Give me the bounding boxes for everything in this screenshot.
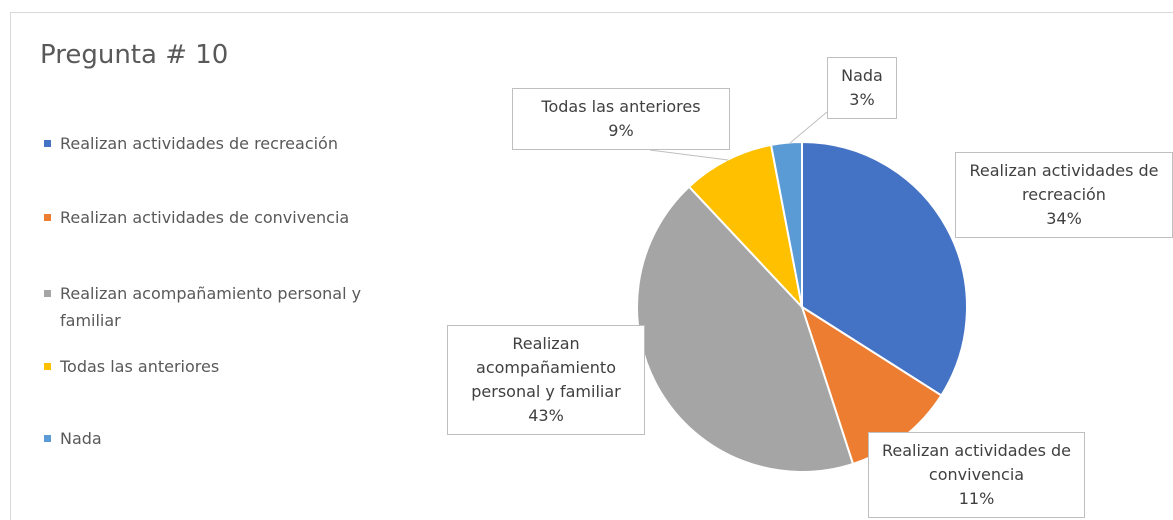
- legend-swatch: [44, 363, 51, 370]
- label-value: 3%: [849, 90, 875, 109]
- legend-item: Todas las anteriores: [44, 353, 414, 380]
- label-value: 34%: [1046, 209, 1082, 228]
- pie-slice: [769, 140, 803, 308]
- legend-item: Realizan actividades de convivencia: [44, 204, 414, 231]
- pie-slice: [636, 185, 855, 473]
- label-category: Realizan actividades de recreación: [969, 161, 1159, 204]
- label-category: Nada: [841, 66, 883, 85]
- legend-label: Realizan actividades de recreación: [60, 134, 338, 153]
- label-value: 11%: [958, 489, 995, 508]
- data-label: Realizan acompañamiento personal y famil…: [447, 325, 645, 435]
- label-value: 43%: [528, 406, 564, 425]
- legend-label: Nada: [60, 429, 102, 448]
- leader-line: [789, 111, 828, 144]
- legend-item: Realizan acompañamiento personal y famil…: [44, 280, 414, 334]
- label-value: 9%: [608, 121, 634, 140]
- pie: [636, 140, 968, 473]
- label-category: Realizan acompañamiento personal y famil…: [471, 334, 621, 401]
- label-category: Realizan actividades de convivencia: [882, 441, 1071, 484]
- legend-label: Realizan actividades de convivencia: [60, 208, 350, 227]
- legend-swatch: [44, 140, 51, 147]
- data-label: Realizan actividades de recreación 34%: [955, 152, 1173, 238]
- chart-title: Pregunta # 10: [40, 40, 229, 70]
- legend-swatch: [44, 214, 51, 221]
- legend-swatch: [44, 290, 51, 297]
- legend-label: Todas las anteriores: [60, 357, 220, 376]
- data-label: Todas las anteriores 9%: [512, 88, 730, 150]
- chart-border: [10, 12, 1173, 520]
- label-category: Todas las anteriores: [541, 97, 701, 116]
- leader-line: [649, 149, 729, 161]
- legend-item: Realizan actividades de recreación: [44, 130, 414, 157]
- legend-item: Nada: [44, 425, 414, 452]
- legend-label: Realizan acompañamiento personal y famil…: [60, 284, 362, 330]
- data-label: Realizan actividades de convivencia 11%: [868, 432, 1085, 518]
- legend-swatch: [44, 435, 51, 442]
- data-label: Nada 3%: [827, 57, 897, 119]
